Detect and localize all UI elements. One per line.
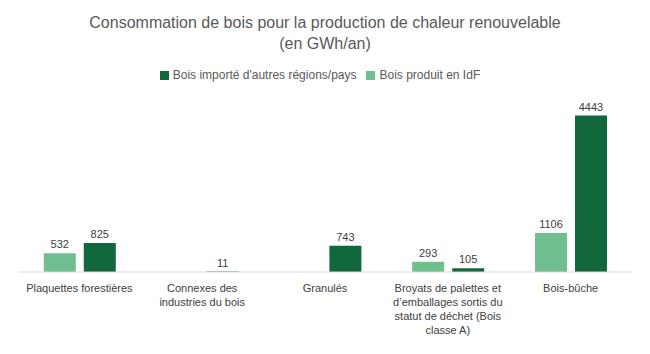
html-text:Bois produit en IdF: Bois produit en IdF [379, 68, 481, 82]
svg-text:4443: 4443 [579, 101, 603, 113]
svg-text:293: 293 [419, 247, 437, 259]
svg-text:Broyats de palettes etd’emball: Broyats de palettes etd’emballages sorti… [393, 282, 502, 336]
svg-text:11: 11 [217, 257, 228, 269]
svg-text:Granulés: Granulés [303, 282, 348, 294]
svg-text:825: 825 [91, 228, 109, 240]
svg-text:Bois-bûche: Bois-bûche [543, 282, 598, 294]
html-text:(en GWh/an): (en GWh/an) [279, 35, 371, 52]
svg-text:532: 532 [51, 238, 69, 250]
svg-text:105: 105 [459, 253, 477, 265]
html-text:Bois importé d'autres régions/: Bois importé d'autres régions/pays [172, 68, 357, 82]
svg-text:Plaquettes forestières: Plaquettes forestières [26, 282, 133, 294]
svg-text:743: 743 [336, 231, 354, 243]
svg-text:Connexes desindustries du bois: Connexes desindustries du bois [159, 282, 245, 308]
svg-text:1106: 1106 [539, 218, 563, 230]
html-text:Consommation de bois pour la p: Consommation de bois pour la production … [89, 14, 561, 31]
